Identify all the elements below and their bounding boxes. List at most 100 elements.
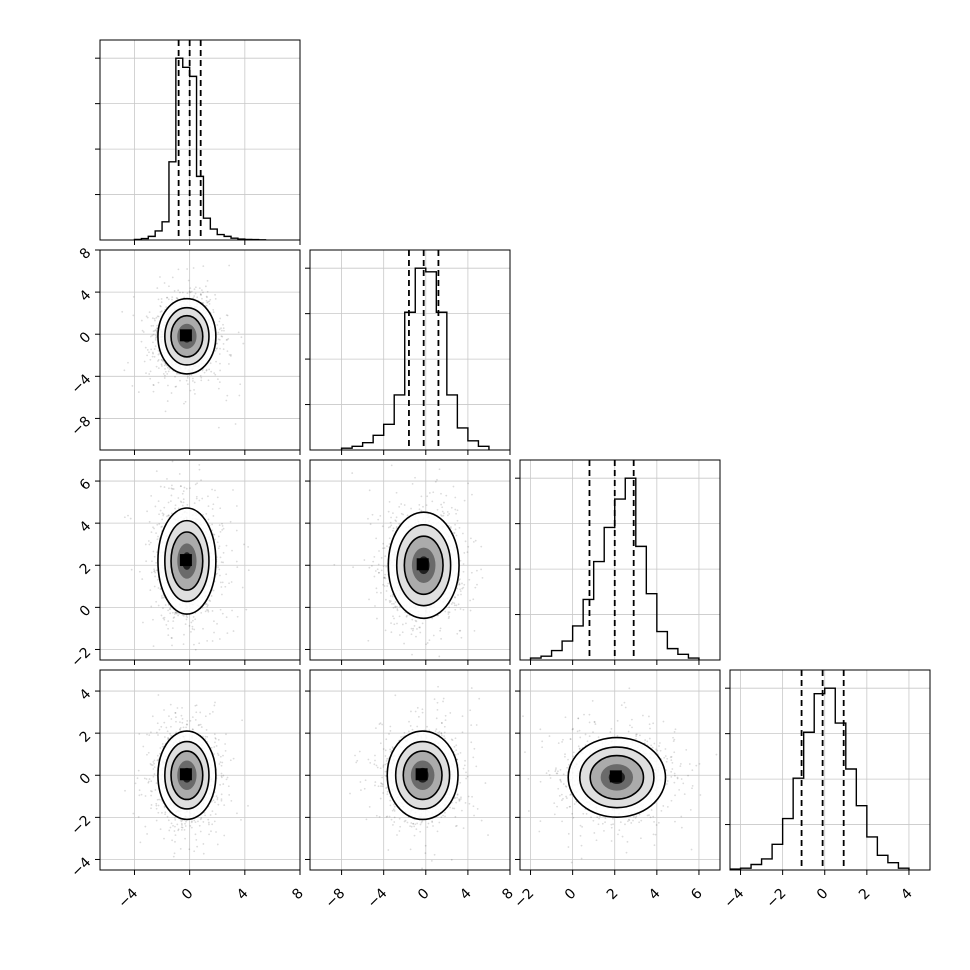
scatter-point — [396, 622, 398, 625]
scatter-point — [169, 608, 171, 611]
scatter-point — [144, 346, 147, 349]
scatter-point — [186, 268, 189, 270]
scatter-point — [431, 617, 434, 620]
scatter-point — [152, 333, 155, 336]
scatter-point — [212, 503, 215, 506]
scatter-point — [174, 375, 176, 378]
scatter-point — [441, 515, 443, 517]
scatter-point — [223, 329, 225, 332]
scatter-point — [219, 347, 221, 350]
scatter-point — [157, 367, 160, 370]
scatter-point — [168, 829, 171, 832]
scatter-point — [207, 379, 210, 382]
scatter-point — [151, 334, 154, 337]
scatter-point — [162, 596, 165, 599]
scatter-point — [240, 819, 242, 821]
scatter-point — [382, 583, 385, 586]
scatter-point — [169, 500, 172, 503]
scatter-point — [391, 678, 393, 680]
scatter-point — [151, 355, 154, 358]
scatter-point — [196, 482, 199, 485]
scatter-point — [386, 585, 389, 587]
scatter-point — [160, 595, 163, 597]
scatter-point — [230, 353, 232, 356]
scatter-point — [214, 349, 217, 352]
scatter-point — [182, 614, 185, 617]
scatter-point — [222, 551, 225, 554]
scatter-point — [419, 702, 421, 704]
panel-frame — [309, 459, 511, 661]
scatter-point — [159, 276, 161, 278]
scatter-point — [140, 319, 143, 322]
scatter-point — [207, 505, 210, 508]
scatter-point — [395, 520, 397, 523]
scatter-point — [461, 532, 464, 535]
scatter-point — [217, 738, 220, 741]
scatter-point — [163, 618, 166, 621]
scatter-point — [389, 600, 392, 602]
scatter-point — [216, 347, 219, 350]
scatter-point — [171, 296, 174, 298]
scatter-point — [166, 730, 169, 733]
scatter-point — [444, 610, 447, 613]
scatter-point — [159, 304, 162, 307]
scatter-point — [214, 297, 217, 300]
scatter-point — [173, 613, 176, 615]
scatter-point — [148, 543, 151, 546]
scatter-point — [440, 514, 442, 516]
scatter-point — [461, 582, 463, 585]
scatter-point — [174, 504, 177, 507]
scatter-point — [351, 472, 354, 474]
scatter-point — [168, 368, 171, 370]
scatter-point — [214, 489, 216, 492]
scatter-point — [237, 331, 240, 334]
scatter-point — [147, 780, 150, 783]
scatter-point — [153, 570, 155, 573]
scatter-point — [191, 619, 194, 622]
scatter-point — [175, 385, 178, 388]
scatter-point — [152, 352, 154, 355]
contour-line — [170, 531, 204, 591]
scatter-point — [217, 338, 220, 341]
scatter-point — [206, 736, 209, 738]
scatter-point — [155, 316, 158, 319]
scatter-point — [156, 538, 159, 541]
scatter-point — [185, 487, 188, 490]
scatter-point — [193, 643, 195, 646]
scatter-point — [222, 754, 224, 757]
scatter-point — [205, 299, 208, 302]
scatter-point — [174, 385, 177, 388]
scatter-point — [158, 513, 160, 516]
scatter-point — [222, 527, 225, 530]
scatter-point — [185, 618, 188, 621]
scatter-point — [167, 627, 169, 630]
scatter-point — [216, 541, 219, 544]
scatter-point — [218, 763, 221, 765]
scatter-point — [207, 495, 209, 498]
scatter-point — [218, 524, 221, 527]
scatter-point — [154, 337, 157, 339]
scatter-point — [411, 618, 414, 621]
scatter-point — [179, 379, 181, 382]
scatter-point — [389, 521, 392, 524]
scatter-point — [211, 640, 214, 642]
scatter-point — [222, 348, 225, 351]
scatter-point — [214, 737, 217, 739]
scatter-point — [186, 723, 189, 726]
scatter-point — [368, 566, 371, 569]
scatter-point — [181, 826, 184, 829]
scatter-point — [455, 604, 458, 607]
scatter-point — [400, 512, 403, 515]
scatter-point — [152, 324, 155, 327]
panel-frame — [99, 459, 301, 661]
scatter-point — [129, 517, 132, 520]
scatter-point — [386, 545, 388, 548]
scatter-point — [160, 358, 163, 361]
scatter-point — [152, 383, 155, 386]
scatter-point — [153, 348, 156, 350]
scatter-point — [162, 360, 164, 363]
scatter-point — [401, 623, 404, 626]
scatter-point — [226, 338, 229, 341]
scatter-point — [380, 569, 383, 572]
scatter-point — [425, 643, 428, 646]
